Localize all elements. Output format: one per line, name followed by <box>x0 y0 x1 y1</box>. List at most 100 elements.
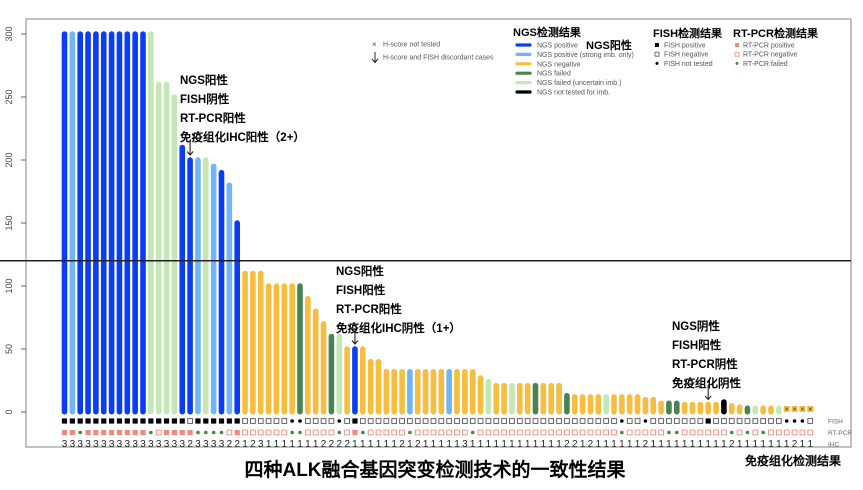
rtpcr-negative-mark <box>595 429 602 436</box>
y-tick-label: 250 <box>4 89 14 104</box>
bar <box>108 31 115 415</box>
fish-negative-mark <box>391 418 398 424</box>
rtpcr-negative-mark <box>438 429 445 436</box>
rtpcr-positive-mark <box>187 429 193 436</box>
annotation-line: FISH阴性 <box>180 92 230 106</box>
rtpcr-failed-mark <box>211 430 216 435</box>
fish-negative-mark <box>257 418 264 424</box>
ihc-score: 1 <box>313 439 319 450</box>
rtpcr-negative-mark <box>736 429 743 436</box>
ihc-score: 1 <box>713 439 719 450</box>
fish-negative-mark <box>305 418 311 424</box>
fish-negative-mark <box>721 418 727 424</box>
bar <box>312 308 319 415</box>
fish-positive-mark <box>148 418 154 424</box>
bar <box>603 394 609 415</box>
rtpcr-negative-mark <box>265 429 272 436</box>
bar <box>399 368 405 415</box>
ihc-score: 1 <box>611 439 617 450</box>
bar <box>273 283 280 415</box>
bar-hscore-not-tested <box>783 406 790 412</box>
discordant-arrow-icon <box>704 384 712 401</box>
bar <box>728 403 735 415</box>
fish-positive-mark <box>203 418 209 424</box>
ihc-score: 1 <box>360 439 366 450</box>
ihc-score: 2 <box>336 439 342 450</box>
fish-negative-mark <box>501 418 507 424</box>
bar <box>493 382 500 415</box>
fish-negative-mark <box>477 418 484 424</box>
bar <box>100 31 107 415</box>
rtpcr-negative-mark <box>462 429 468 436</box>
ihc-score: 1 <box>690 439 696 450</box>
rtpcr-negative-mark <box>650 429 657 436</box>
bar <box>352 346 358 415</box>
bar <box>69 31 76 415</box>
ihc-score: 1 <box>800 439 806 450</box>
ihc-score: 1 <box>423 439 429 450</box>
ihc-score: 1 <box>439 439 445 450</box>
y-tick-label: 200 <box>4 152 14 167</box>
fish-negative-mark <box>509 418 515 424</box>
bar <box>713 401 719 415</box>
ihc-score: 1 <box>454 439 460 450</box>
fish-not-tested-mark <box>784 419 789 423</box>
bar <box>305 295 311 415</box>
fish-positive-mark <box>163 418 170 424</box>
rtpcr-positive-mark <box>116 429 123 436</box>
fish-negative-mark <box>422 418 429 424</box>
bar <box>360 346 366 415</box>
bar <box>768 405 774 415</box>
bar <box>226 182 233 415</box>
rtpcr-negative-mark <box>485 429 492 436</box>
rtpcr-negative-mark <box>422 429 429 436</box>
fish-positive-mark <box>116 418 123 424</box>
fish-negative-mark <box>579 418 586 424</box>
ihc-score: 2 <box>227 439 233 450</box>
bar <box>469 368 476 415</box>
ihc-score: 1 <box>627 439 633 450</box>
ihc-score: 3 <box>203 439 209 450</box>
fish-not-tested-mark <box>290 419 294 423</box>
bar <box>265 283 272 415</box>
bar <box>462 368 468 415</box>
ihc-score: 1 <box>548 439 554 450</box>
ihc-score: 1 <box>525 439 531 450</box>
fish-negative-mark <box>744 418 751 424</box>
annotation-line: RT-PCR阳性 <box>336 302 402 316</box>
rtpcr-negative-mark <box>454 429 460 436</box>
fish-positive-mark <box>140 418 146 424</box>
ihc-score: 1 <box>446 439 452 450</box>
ihc-score: 1 <box>289 439 295 450</box>
ihc-score: 2 <box>729 439 735 450</box>
row-group-label: 免疫组化检测结果 <box>745 453 841 468</box>
fish-not-tested-mark <box>792 419 797 423</box>
fish-negative-mark <box>359 418 366 424</box>
legend-ngs-item: NGS positive (strong imb. only) <box>537 52 634 59</box>
fish-negative-mark <box>273 418 280 424</box>
bar <box>571 394 578 415</box>
bar <box>289 283 295 415</box>
bar <box>579 394 586 415</box>
ihc-score: 3 <box>140 439 146 450</box>
rtpcr-negative-mark <box>697 429 704 436</box>
rtpcr-negative-mark <box>658 429 664 436</box>
rtpcr-negative-mark <box>155 429 162 436</box>
ihc-score: 3 <box>101 439 107 450</box>
rtpcr-negative-mark <box>524 429 531 436</box>
bar <box>454 368 460 415</box>
bar <box>116 31 123 415</box>
fish-negative-mark <box>603 418 610 424</box>
x-marker-icon: × <box>372 40 377 49</box>
bar <box>446 368 452 415</box>
ihc-score: 3 <box>148 439 154 450</box>
fish-negative-mark <box>516 418 523 424</box>
rtpcr-failed-mark <box>196 430 200 435</box>
rtpcr-negative-mark <box>242 429 248 436</box>
bar <box>155 81 162 415</box>
ihc-score: 3 <box>258 439 264 450</box>
fish-negative-swatch <box>654 51 660 57</box>
bar <box>77 31 83 415</box>
bar <box>218 169 225 415</box>
legend-ngs-title: NGS检测结果 <box>513 25 581 39</box>
